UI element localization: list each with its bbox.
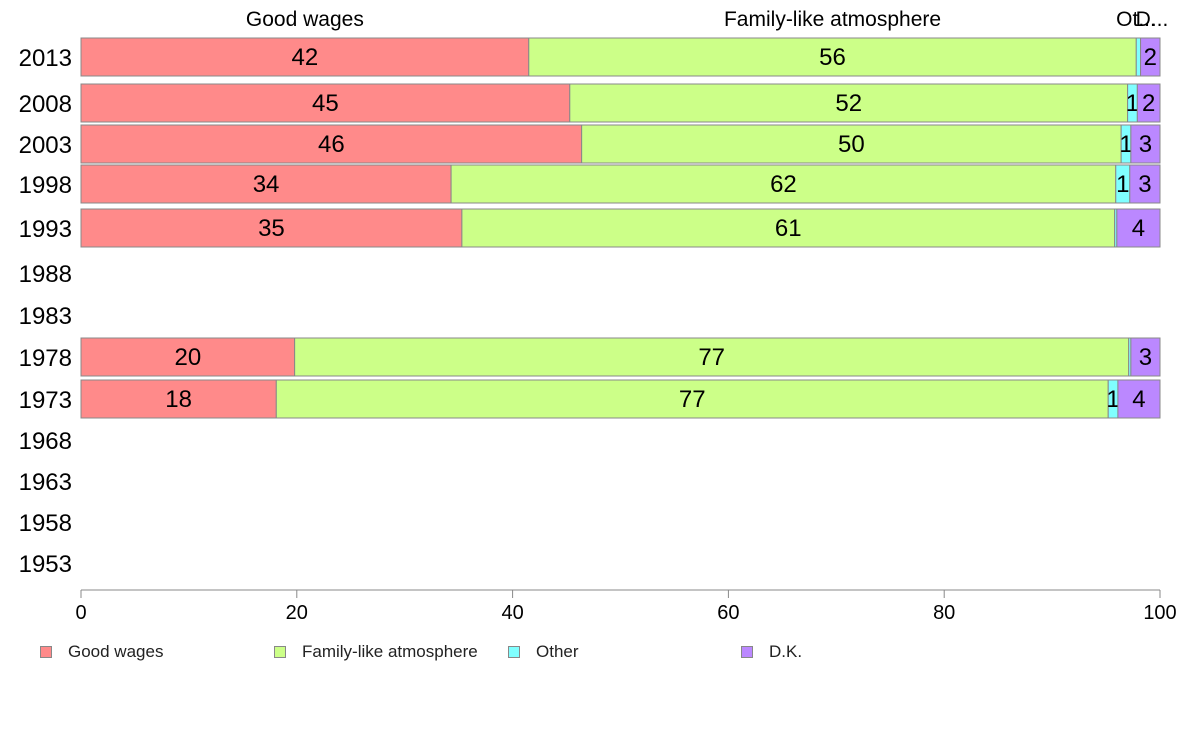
legend-swatch-other <box>508 646 520 658</box>
category-label-1988: 1988 <box>19 261 72 288</box>
legend-swatch-good-wages <box>40 646 52 658</box>
data-label-d-k-1973: 4 <box>1132 386 1145 413</box>
x-tick-label-20: 20 <box>286 602 308 620</box>
legend-item-other: Other <box>508 642 579 662</box>
bar-d-k-1978 <box>1130 337 1161 377</box>
x-tick-label-80: 80 <box>933 602 955 620</box>
data-label-good-wages-1973: 18 <box>165 386 192 413</box>
data-label-d-k-2003: 3 <box>1139 131 1152 158</box>
bar-d-k-2008 <box>1136 83 1161 123</box>
bar-d-k-1998 <box>1129 164 1161 204</box>
data-label-good-wages-1993: 35 <box>258 215 285 242</box>
category-label-1973: 1973 <box>19 387 72 414</box>
legend-swatch-dk <box>741 646 753 658</box>
bar-good-wages-2003 <box>80 124 583 164</box>
bar-family-like-atmosphere-2013 <box>528 37 1137 77</box>
legend-label-family-like-atmosphere: Family-like atmosphere <box>302 642 478 661</box>
bar-good-wages-1998 <box>80 164 452 204</box>
x-tick-label-100: 100 <box>1143 602 1176 620</box>
legend-swatch-family-like-atmosphere <box>274 646 286 658</box>
legend-label-good-wages: Good wages <box>68 642 164 661</box>
bar-good-wages-2008 <box>80 83 571 123</box>
category-label-1993: 1993 <box>19 216 72 243</box>
bar-other-2013 <box>1135 37 1142 77</box>
data-label-good-wages-2013: 42 <box>292 44 319 71</box>
data-label-family-like-atmosphere-1998: 62 <box>770 171 797 198</box>
bar-family-like-atmosphere-1973 <box>275 379 1109 419</box>
legend-item-family-like-atmosphere: Family-like atmosphere <box>274 642 478 662</box>
data-label-family-like-atmosphere-2008: 52 <box>835 90 862 117</box>
bar-d-k-1973 <box>1117 379 1161 419</box>
category-label-1958: 1958 <box>19 510 72 537</box>
legend-label-dk: D.K. <box>769 642 803 661</box>
data-label-good-wages-1978: 20 <box>174 344 201 371</box>
data-label-other-1998: 1 <box>1116 171 1129 198</box>
data-label-good-wages-1998: 34 <box>253 171 280 198</box>
x-tick-label-60: 60 <box>717 602 739 620</box>
legend-label-other: Other <box>536 642 579 661</box>
data-label-family-like-atmosphere-1993: 61 <box>775 215 802 242</box>
data-label-d-k-1978: 3 <box>1139 344 1152 371</box>
category-label-1998: 1998 <box>19 172 72 199</box>
category-label-1978: 1978 <box>19 345 72 372</box>
category-label-2003: 2003 <box>19 132 72 159</box>
top-label-family-like-atmosphere: Family-like atmosphere <box>724 8 941 31</box>
category-label-2008: 2008 <box>19 91 72 118</box>
x-tick-label-40: 40 <box>501 602 523 620</box>
bar-good-wages-1993 <box>80 208 463 248</box>
bar-good-wages-1978 <box>80 337 296 377</box>
legend-item-good-wages: Good wages <box>40 642 163 662</box>
data-label-good-wages-2003: 46 <box>318 131 345 158</box>
data-label-other-1973: 1 <box>1106 386 1119 413</box>
stacked-bar-chart: 2013200820031998199319881983197819731968… <box>19 8 1177 624</box>
data-label-other-2008: 1 <box>1126 90 1139 117</box>
data-label-d-k-1998: 3 <box>1138 171 1151 198</box>
bar-d-k-2003 <box>1130 124 1161 164</box>
data-label-family-like-atmosphere-2003: 50 <box>838 131 865 158</box>
data-label-family-like-atmosphere-1978: 77 <box>698 344 725 371</box>
data-label-family-like-atmosphere-1973: 77 <box>679 386 706 413</box>
data-label-good-wages-2008: 45 <box>312 90 339 117</box>
x-tick-label-0: 0 <box>75 602 86 620</box>
category-label-1953: 1953 <box>19 551 72 578</box>
data-label-family-like-atmosphere-2013: 56 <box>819 44 846 71</box>
bar-good-wages-2013 <box>80 37 530 77</box>
category-label-1968: 1968 <box>19 428 72 455</box>
category-label-2013: 2013 <box>19 45 72 72</box>
category-label-1963: 1963 <box>19 469 72 496</box>
bar-family-like-atmosphere-2003 <box>581 124 1122 164</box>
data-label-d-k-1993: 4 <box>1132 215 1145 242</box>
bar-d-k-1993 <box>1116 208 1161 248</box>
top-label-good-wages: Good wages <box>246 8 364 31</box>
bar-d-k-2013 <box>1140 37 1161 77</box>
data-label-d-k-2013: 2 <box>1144 44 1157 71</box>
bar-family-like-atmosphere-1998 <box>450 164 1117 204</box>
bar-family-like-atmosphere-1993 <box>461 208 1116 248</box>
bar-family-like-atmosphere-1978 <box>294 337 1130 377</box>
data-label-d-k-2008: 2 <box>1142 90 1155 117</box>
legend: Good wages Family-like atmosphere Other … <box>40 642 1140 664</box>
data-label-other-2003: 1 <box>1119 131 1132 158</box>
top-label-dk: D... <box>1136 8 1169 31</box>
legend-item-dk: D.K. <box>741 642 802 662</box>
top-label-other: Ot... <box>1116 8 1156 31</box>
bar-family-like-atmosphere-2008 <box>569 83 1129 123</box>
category-label-1983: 1983 <box>19 303 72 330</box>
